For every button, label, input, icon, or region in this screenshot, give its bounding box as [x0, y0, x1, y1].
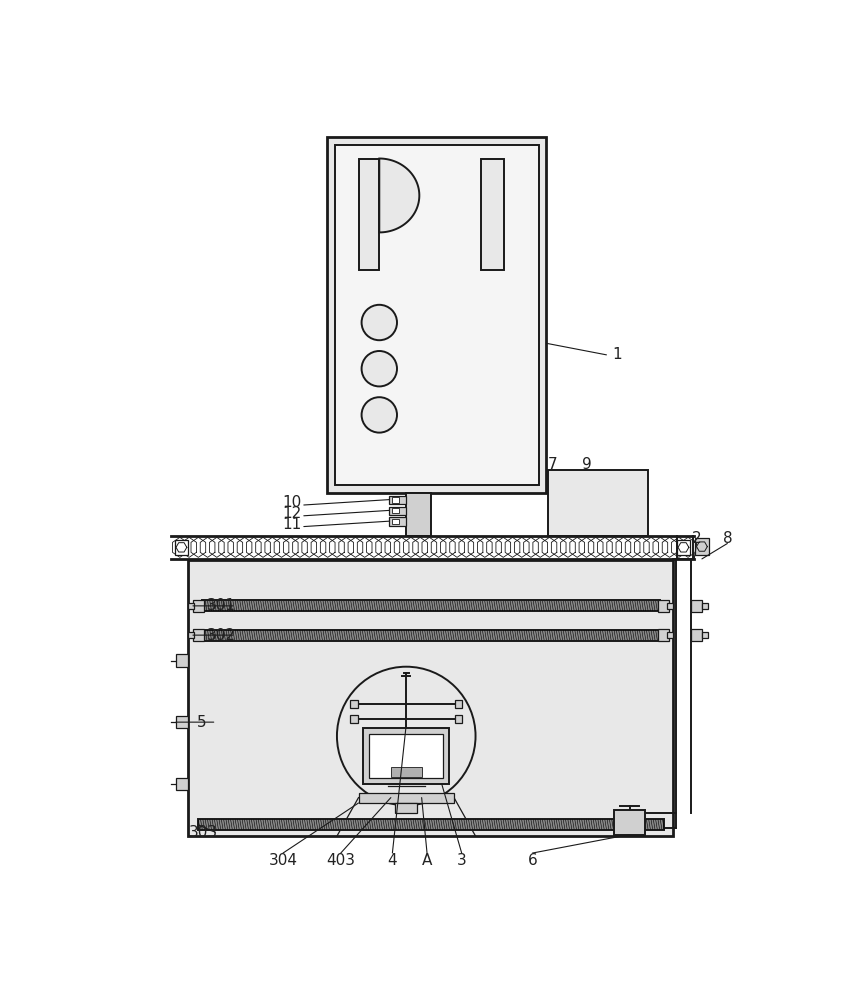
Bar	[358, 793, 454, 803]
Bar	[454, 700, 463, 708]
Text: 11: 11	[282, 517, 302, 532]
Text: 301: 301	[207, 598, 236, 613]
Bar	[658, 629, 668, 641]
Bar	[392, 508, 400, 513]
Bar	[335, 145, 539, 485]
Bar	[391, 767, 422, 777]
Bar	[668, 632, 674, 638]
Bar	[389, 507, 406, 515]
Text: 303: 303	[188, 825, 217, 840]
Text: 304: 304	[269, 853, 298, 868]
Bar	[658, 600, 668, 612]
Polygon shape	[379, 158, 419, 232]
Bar	[350, 700, 357, 708]
Bar	[197, 819, 664, 830]
Bar	[202, 600, 659, 611]
Circle shape	[562, 493, 583, 513]
Text: 2: 2	[692, 531, 701, 546]
Bar	[392, 519, 400, 524]
Bar	[410, 399, 478, 412]
Bar	[327, 137, 546, 493]
Bar	[702, 603, 708, 609]
Text: 3: 3	[457, 853, 466, 868]
Bar	[188, 603, 195, 609]
Bar	[454, 715, 463, 723]
Bar	[188, 632, 195, 638]
Bar	[691, 600, 702, 612]
Text: 4: 4	[388, 853, 397, 868]
Bar	[410, 373, 463, 386]
Bar	[481, 158, 504, 270]
Bar	[695, 538, 709, 555]
Bar	[410, 419, 463, 432]
Bar	[395, 803, 417, 813]
Bar	[176, 778, 188, 790]
Text: 5: 5	[196, 715, 207, 730]
Text: 302: 302	[207, 628, 236, 643]
Bar	[389, 496, 406, 504]
Bar	[691, 629, 702, 641]
Bar	[548, 470, 648, 536]
Bar	[410, 353, 478, 366]
Bar	[176, 654, 188, 667]
Text: 12: 12	[282, 506, 302, 521]
Bar	[175, 540, 187, 555]
Text: 8: 8	[722, 531, 732, 546]
Text: 10: 10	[282, 495, 302, 510]
Bar	[350, 715, 357, 723]
Bar	[369, 734, 443, 778]
Text: 9: 9	[582, 457, 591, 472]
Text: 1: 1	[612, 347, 622, 362]
Bar	[202, 630, 659, 641]
Bar	[702, 632, 708, 638]
Bar	[406, 493, 431, 536]
Bar	[363, 728, 449, 784]
Bar	[410, 306, 478, 319]
Bar	[188, 560, 674, 836]
Bar	[392, 497, 400, 503]
Bar	[359, 158, 379, 270]
Text: 6: 6	[528, 853, 537, 868]
Bar	[193, 629, 204, 641]
Bar	[677, 540, 690, 555]
Bar	[668, 603, 674, 609]
Circle shape	[362, 397, 397, 433]
Bar	[176, 716, 188, 728]
Bar	[410, 326, 463, 339]
Text: 403: 403	[326, 853, 355, 868]
Circle shape	[362, 351, 397, 386]
Circle shape	[362, 305, 397, 340]
Circle shape	[620, 813, 639, 831]
Text: 7: 7	[548, 457, 557, 472]
Text: A: A	[422, 853, 432, 868]
Bar	[193, 600, 204, 612]
Bar	[615, 810, 645, 835]
Bar	[389, 517, 406, 526]
